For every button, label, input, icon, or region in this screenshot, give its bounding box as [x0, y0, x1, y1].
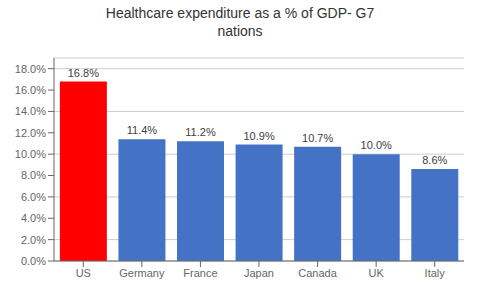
svg-text:10.7%: 10.7% [302, 132, 333, 144]
svg-text:France: France [183, 267, 217, 279]
svg-text:8.6%: 8.6% [422, 154, 447, 166]
svg-text:18.0%: 18.0% [15, 63, 46, 75]
svg-text:11.4%: 11.4% [127, 124, 158, 136]
svg-text:6.0%: 6.0% [21, 191, 46, 203]
svg-text:4.0%: 4.0% [21, 212, 46, 224]
svg-text:12.0%: 12.0% [15, 127, 46, 139]
svg-text:Germany: Germany [119, 267, 165, 279]
svg-text:Canada: Canada [298, 267, 337, 279]
svg-text:16.8%: 16.8% [68, 67, 99, 79]
html-text:Healthcare expenditure as a %: Healthcare expenditure as a % of GDP- G7 [105, 5, 375, 21]
svg-text:10.0%: 10.0% [361, 139, 392, 151]
svg-text:UK: UK [369, 267, 385, 279]
svg-text:2.0%: 2.0% [21, 234, 46, 246]
svg-text:11.2%: 11.2% [185, 126, 216, 138]
svg-text:8.0%: 8.0% [21, 169, 46, 181]
svg-text:Italy: Italy [425, 267, 446, 279]
svg-text:14.0%: 14.0% [15, 105, 46, 117]
svg-text:10.9%: 10.9% [243, 130, 274, 142]
svg-text:Japan: Japan [244, 267, 274, 279]
svg-text:10.0%: 10.0% [15, 148, 46, 160]
svg-text:16.0%: 16.0% [15, 84, 46, 96]
svg-text:US: US [76, 267, 91, 279]
svg-text:0.0%: 0.0% [21, 255, 46, 267]
html-text:nations: nations [217, 23, 263, 39]
